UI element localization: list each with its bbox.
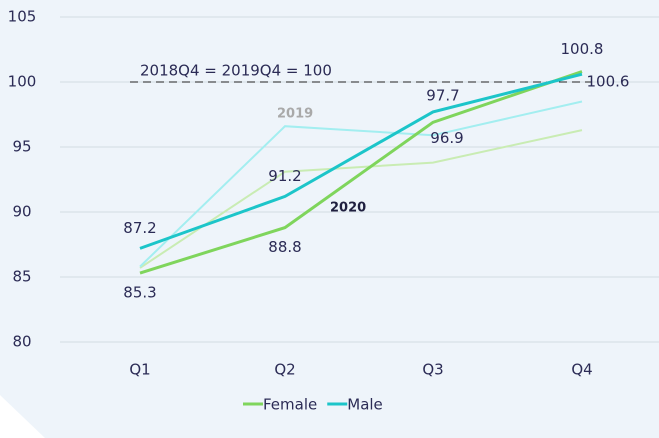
data-label: 91.2: [268, 167, 301, 185]
x-tick-label: Q3: [422, 361, 443, 379]
data-label: 97.7: [426, 86, 459, 104]
y-tick-label: 90: [12, 203, 31, 221]
y-tick-label: 95: [12, 138, 31, 156]
data-label: 85.3: [123, 284, 156, 302]
data-label: 87.2: [123, 219, 156, 237]
x-tick-label: Q1: [129, 361, 150, 379]
y-tick-label: 105: [8, 8, 37, 26]
y-tick-label: 80: [12, 333, 31, 351]
data-label: 100.6: [587, 73, 630, 91]
data-label: 100.8: [561, 40, 604, 58]
series-line: [139, 72, 583, 250]
data-label: 88.8: [268, 238, 301, 256]
corner: [0, 395, 45, 438]
annotation: 2019: [277, 107, 313, 122]
series-line: [139, 70, 583, 275]
legend-label: Female: [263, 396, 317, 414]
data-label: 96.9: [430, 129, 463, 147]
annotation: 2020: [330, 201, 366, 216]
x-tick-label: Q4: [571, 361, 592, 379]
series-line: [139, 100, 583, 268]
x-tick-label: Q2: [274, 361, 295, 379]
y-tick-label: 100: [8, 73, 37, 91]
annotation: 2018Q4 = 2019Q4 = 100: [140, 62, 332, 80]
y-tick-label: 85: [12, 268, 31, 286]
series-line: [139, 129, 583, 269]
legend-label: Male: [347, 396, 383, 414]
